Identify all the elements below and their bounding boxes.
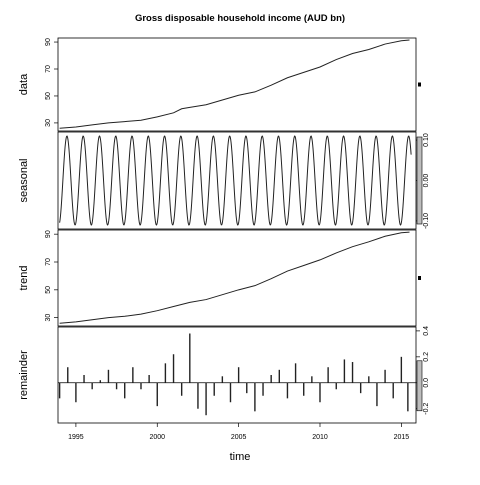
range-bar [416, 360, 423, 412]
y-tick-label: 30 [45, 314, 52, 322]
chart-title: Gross disposable household income (AUD b… [135, 13, 345, 24]
y-tick-label: 90 [45, 230, 52, 238]
panel-frame [57, 326, 417, 424]
y-tick-label: 0.4 [423, 326, 430, 336]
data-line [59, 39, 410, 129]
y-tick-label: -0.10 [423, 213, 430, 229]
y-tick-label: 0.10 [423, 133, 430, 147]
panel-data: 30 50 70 90 data [18, 37, 421, 132]
x-axis: 1995 2000 2005 2010 2015 [68, 423, 409, 441]
trend-line [59, 231, 410, 324]
panel-remainder: -0.2 0.0 0.2 0.4 remainder [18, 326, 430, 424]
y-tick-label: 30 [45, 119, 52, 127]
y-tick-label: 50 [45, 92, 52, 100]
panel-label-seasonal: seasonal [18, 158, 30, 202]
x-tick-label: 1995 [68, 434, 84, 441]
x-tick-label: 2005 [231, 434, 247, 441]
y-tick-label: 0.0 [423, 378, 430, 388]
y-tick-label: 90 [45, 38, 52, 46]
seasonal-line [59, 135, 412, 226]
range-bar [418, 276, 421, 280]
panel-frame [57, 37, 417, 132]
panel-label-remainder: remainder [18, 350, 30, 400]
y-tick-label: 70 [45, 258, 52, 266]
y-tick-label: -0.2 [423, 403, 430, 415]
y-tick-label: 50 [45, 286, 52, 294]
x-axis-label: time [230, 451, 251, 463]
panel-frame [57, 229, 417, 327]
x-tick-label: 2000 [149, 434, 165, 441]
decomposition-panels: 30 50 70 90 data -0.10 0.00 0.10 seasonal 30 50 70 9… [18, 37, 430, 424]
y-tick-label: 70 [45, 65, 52, 73]
panel-label-trend: trend [18, 265, 30, 290]
range-bar [416, 136, 423, 225]
x-tick-label: 2010 [312, 434, 328, 441]
range-bar [418, 82, 421, 87]
y-tick-label: 0.00 [423, 174, 430, 188]
y-tick-label: 0.2 [423, 352, 430, 362]
x-tick-label: 2015 [394, 434, 410, 441]
panel-seasonal: -0.10 0.00 0.10 seasonal [18, 131, 430, 230]
panel-label-data: data [18, 73, 30, 95]
panel-trend: 30 50 70 90 trend [18, 229, 421, 327]
